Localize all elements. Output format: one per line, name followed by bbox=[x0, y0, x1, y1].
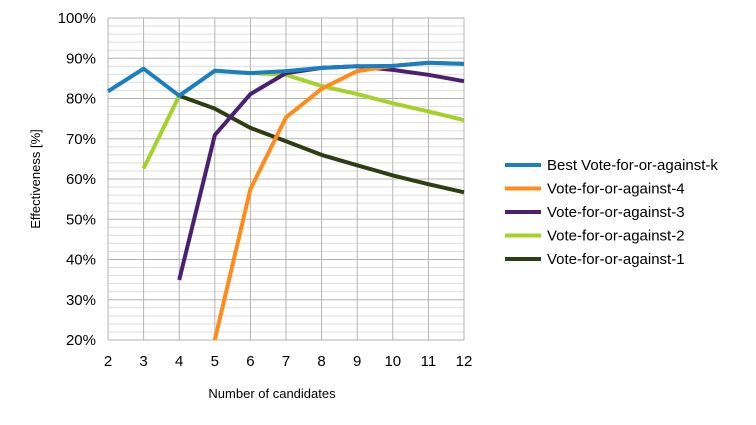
legend-label: Vote-for-or-against-3 bbox=[547, 204, 685, 221]
grid bbox=[107, 17, 465, 341]
y-tick-label: 40% bbox=[66, 252, 96, 269]
y-tick-label: 30% bbox=[66, 292, 96, 309]
x-tick-label: 10 bbox=[384, 353, 401, 370]
x-tick-label: 6 bbox=[246, 353, 254, 370]
y-tick-label: 90% bbox=[66, 50, 96, 67]
x-tick-label: 9 bbox=[353, 353, 361, 370]
y-tick-label: 70% bbox=[66, 131, 96, 148]
y-axis-title: Effectiveness [%] bbox=[28, 129, 43, 228]
y-tick-label: 100% bbox=[58, 10, 96, 27]
axes: 20% 30% 40% 50% 60% 70% 80% 90% 100% 2 3 4 5 6 7 8 9 10 11… bbox=[58, 10, 473, 370]
series-lines bbox=[106, 60, 465, 341]
y-tick-label: 60% bbox=[66, 171, 96, 188]
legend-label: Vote-for-or-against-4 bbox=[547, 181, 685, 198]
x-tick-label: 5 bbox=[211, 353, 219, 370]
y-tick-label: 80% bbox=[66, 91, 96, 108]
series-line-vote-for-or-against-1 bbox=[178, 93, 465, 195]
x-tick-label: 2 bbox=[104, 353, 112, 370]
x-tick-label: 4 bbox=[175, 353, 183, 370]
series-line-vote-for-or-against-4 bbox=[212, 60, 465, 341]
y-tick-label: 20% bbox=[66, 332, 96, 349]
series-line-best-vote-for-or-against-k bbox=[106, 60, 465, 98]
legend-label: Vote-for-or-against-1 bbox=[547, 251, 685, 268]
x-tick-label: 7 bbox=[282, 353, 290, 370]
x-tick-label: 8 bbox=[317, 353, 325, 370]
x-tick-label: 11 bbox=[421, 353, 437, 370]
legend: Best Vote-for-or-against-k Vote-for-or-ag… bbox=[505, 157, 718, 268]
legend-label: Vote-for-or-against-2 bbox=[547, 228, 685, 245]
x-axis-title: Number of candidates bbox=[208, 386, 336, 401]
y-tick-label: 50% bbox=[66, 211, 96, 228]
legend-label: Best Vote-for-or-against-k bbox=[547, 157, 718, 174]
x-tick-label: 3 bbox=[139, 353, 147, 370]
x-tick-label: 12 bbox=[456, 353, 473, 370]
